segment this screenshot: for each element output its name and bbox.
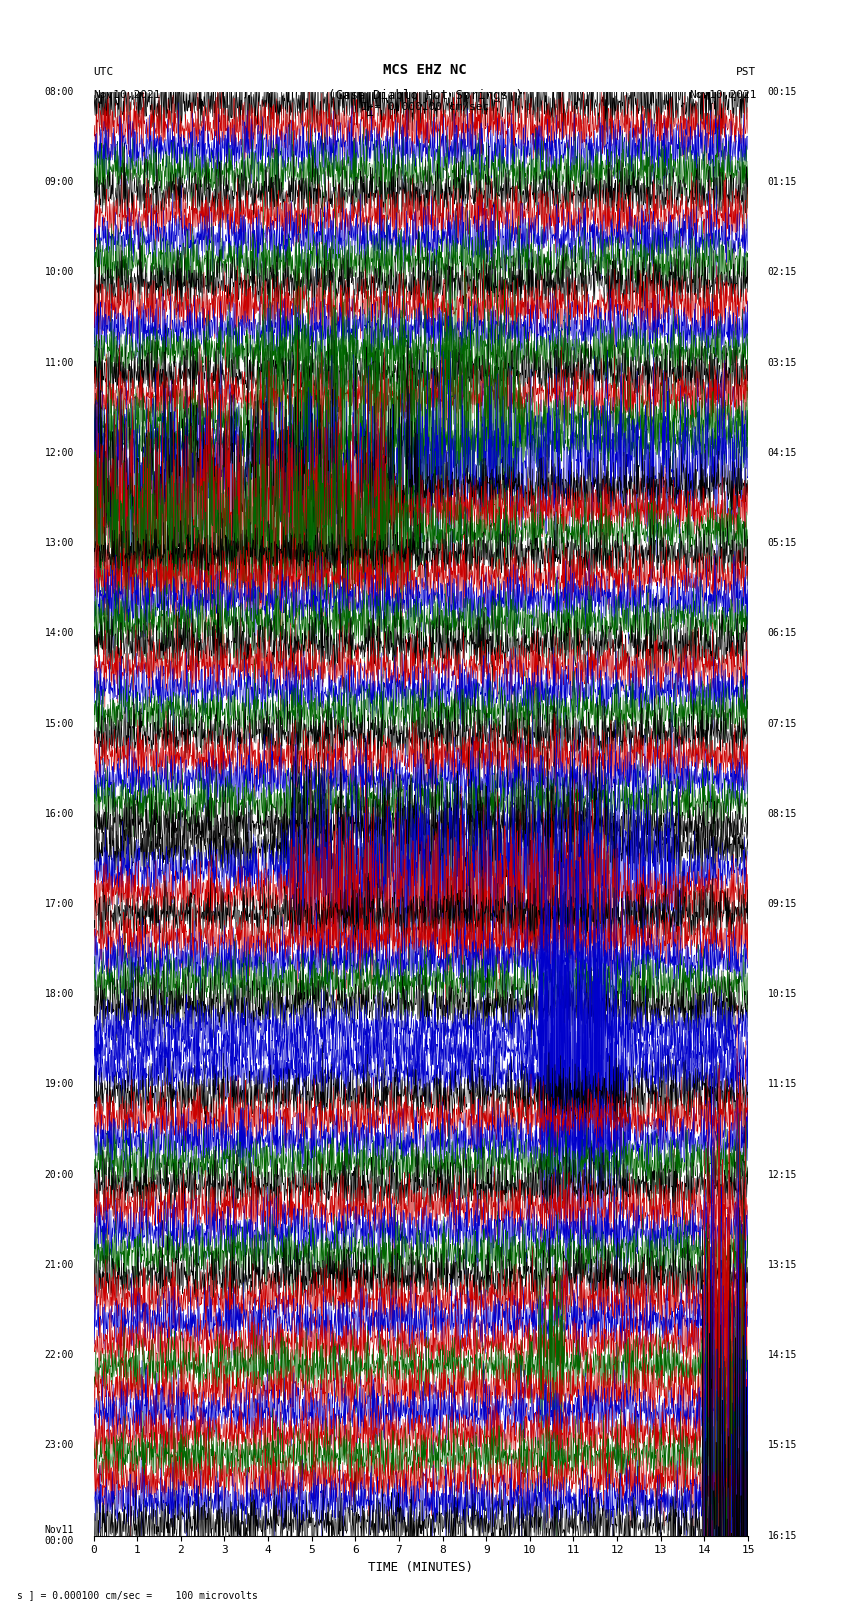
Text: Nov11
00:00: Nov11 00:00 bbox=[44, 1524, 74, 1547]
Text: 08:00: 08:00 bbox=[44, 87, 74, 97]
Text: 05:15: 05:15 bbox=[768, 539, 797, 548]
Text: 11:15: 11:15 bbox=[768, 1079, 797, 1089]
Text: 04:15: 04:15 bbox=[768, 448, 797, 458]
Text: 02:15: 02:15 bbox=[768, 268, 797, 277]
Text: 10:00: 10:00 bbox=[44, 268, 74, 277]
Text: I: I bbox=[366, 105, 374, 119]
Text: (Casa Diablo Hot Springs ): (Casa Diablo Hot Springs ) bbox=[327, 89, 523, 102]
Text: 10:15: 10:15 bbox=[768, 989, 797, 998]
Text: 14:15: 14:15 bbox=[768, 1350, 797, 1360]
Text: UTC: UTC bbox=[94, 68, 114, 77]
Text: 18:00: 18:00 bbox=[44, 989, 74, 998]
Text: 15:15: 15:15 bbox=[768, 1440, 797, 1450]
Text: 14:00: 14:00 bbox=[44, 629, 74, 639]
Text: MCS EHZ NC: MCS EHZ NC bbox=[383, 63, 467, 77]
Text: PST: PST bbox=[736, 68, 756, 77]
Text: 09:00: 09:00 bbox=[44, 177, 74, 187]
Text: 16:00: 16:00 bbox=[44, 808, 74, 819]
Text: 12:00: 12:00 bbox=[44, 448, 74, 458]
Text: Nov10,2021: Nov10,2021 bbox=[689, 90, 756, 100]
Text: 13:15: 13:15 bbox=[768, 1260, 797, 1269]
Text: 15:00: 15:00 bbox=[44, 718, 74, 729]
Text: s ] = 0.000100 cm/sec =    100 microvolts: s ] = 0.000100 cm/sec = 100 microvolts bbox=[17, 1590, 258, 1600]
Text: 17:00: 17:00 bbox=[44, 898, 74, 910]
Text: 01:15: 01:15 bbox=[768, 177, 797, 187]
Text: Nov10,2021: Nov10,2021 bbox=[94, 90, 161, 100]
Text: I = 0.000100 cm/sec: I = 0.000100 cm/sec bbox=[361, 102, 489, 111]
Text: 06:15: 06:15 bbox=[768, 629, 797, 639]
Text: 12:15: 12:15 bbox=[768, 1169, 797, 1179]
Text: 23:00: 23:00 bbox=[44, 1440, 74, 1450]
Text: 03:15: 03:15 bbox=[768, 358, 797, 368]
Text: 22:00: 22:00 bbox=[44, 1350, 74, 1360]
Text: 09:15: 09:15 bbox=[768, 898, 797, 910]
X-axis label: TIME (MINUTES): TIME (MINUTES) bbox=[368, 1561, 473, 1574]
Text: 11:00: 11:00 bbox=[44, 358, 74, 368]
Text: 13:00: 13:00 bbox=[44, 539, 74, 548]
Text: 20:00: 20:00 bbox=[44, 1169, 74, 1179]
Text: 19:00: 19:00 bbox=[44, 1079, 74, 1089]
Text: 00:15: 00:15 bbox=[768, 87, 797, 97]
Text: 08:15: 08:15 bbox=[768, 808, 797, 819]
Text: 21:00: 21:00 bbox=[44, 1260, 74, 1269]
Text: 07:15: 07:15 bbox=[768, 718, 797, 729]
Text: 16:15: 16:15 bbox=[768, 1531, 797, 1540]
